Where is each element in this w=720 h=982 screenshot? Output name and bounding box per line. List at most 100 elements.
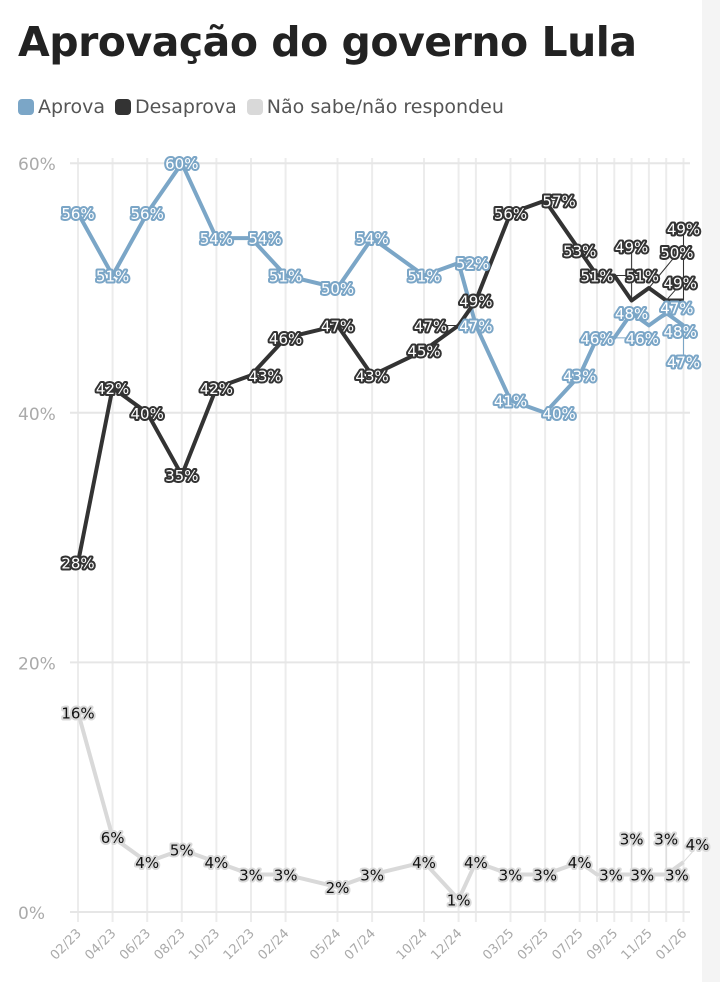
- data-label: 47%: [459, 317, 492, 335]
- data-label: 57%: [542, 193, 575, 211]
- data-label: 4%: [464, 854, 488, 872]
- page-edge: [702, 0, 720, 982]
- data-label: 3%: [499, 867, 523, 885]
- data-label: 49%: [664, 274, 697, 292]
- legend-label: Aprova: [38, 96, 105, 118]
- data-label: 51%: [96, 268, 129, 286]
- data-label: 4%: [205, 854, 229, 872]
- data-label: 40%: [131, 405, 164, 423]
- data-label: 3%: [665, 867, 689, 885]
- data-label: 49%: [615, 238, 648, 256]
- y-tick-label: 0%: [18, 904, 45, 924]
- data-label: 51%: [407, 268, 440, 286]
- y-tick-label: 20%: [18, 654, 56, 674]
- data-label: 46%: [269, 330, 302, 348]
- legend-item-desaprova[interactable]: Desaprova: [114, 96, 237, 118]
- data-label: 5%: [170, 842, 194, 860]
- data-label: 40%: [542, 405, 575, 423]
- data-label: 54%: [200, 230, 233, 248]
- data-label: 51%: [269, 268, 302, 286]
- data-label: 51%: [626, 268, 659, 286]
- data-label: 50%: [660, 244, 693, 262]
- data-label: 3%: [533, 867, 557, 885]
- data-label: 6%: [101, 829, 125, 847]
- data-label: 46%: [580, 330, 613, 348]
- data-label: 47%: [414, 317, 447, 335]
- data-label: 3%: [620, 831, 644, 849]
- data-label: 47%: [660, 299, 693, 317]
- data-label: 43%: [248, 367, 281, 385]
- data-label: 4%: [568, 854, 592, 872]
- legend-swatch: [114, 99, 131, 115]
- data-label: 35%: [165, 467, 198, 485]
- data-label: 47%: [321, 317, 354, 335]
- x-tick-label: 05/24: [307, 926, 344, 963]
- x-tick-label: 11/25: [619, 926, 656, 963]
- legend-swatch: [246, 99, 263, 115]
- data-label: 49%: [667, 220, 700, 238]
- data-label: 51%: [580, 268, 613, 286]
- x-tick-label: 08/23: [152, 926, 189, 963]
- data-label: 3%: [654, 831, 678, 849]
- x-tick-label: 10/24: [394, 926, 431, 963]
- label-leader-line: [665, 284, 681, 301]
- chart-title: Aprovação do governo Lula: [18, 18, 637, 66]
- data-label: 46%: [626, 330, 659, 348]
- data-label: 4%: [135, 854, 159, 872]
- label-leader-line: [665, 312, 681, 326]
- x-tick-label: 02/23: [48, 926, 85, 963]
- data-label: 42%: [96, 380, 129, 398]
- x-tick-label: 12/24: [428, 926, 465, 963]
- data-label: 53%: [563, 243, 596, 261]
- data-label: 4%: [686, 836, 710, 854]
- x-tick-label: 09/25: [584, 926, 621, 963]
- data-label: 2%: [326, 879, 350, 897]
- legend-label: Não sabe/não respondeu: [266, 96, 504, 118]
- data-label: 16%: [61, 704, 94, 722]
- data-label: 4%: [412, 854, 436, 872]
- data-label: 54%: [355, 230, 388, 248]
- legend-item-aprova[interactable]: Aprova: [18, 96, 105, 118]
- data-label: 3%: [599, 867, 623, 885]
- x-tick-label: 04/23: [82, 926, 119, 963]
- x-tick-label: 12/23: [221, 926, 258, 963]
- data-label: 56%: [61, 205, 94, 223]
- legend-swatch: [18, 99, 34, 115]
- data-label: 3%: [630, 867, 654, 885]
- data-label: 48%: [664, 323, 697, 341]
- legend: Aprova Desaprova Não sabe/não respondeu: [18, 96, 504, 118]
- legend-item-nao-sabe[interactable]: Não sabe/não respondeu: [246, 96, 504, 118]
- x-tick-label: 01/26: [653, 926, 690, 963]
- data-label: 56%: [131, 205, 164, 223]
- data-label: 43%: [355, 367, 388, 385]
- data-label: 1%: [447, 892, 471, 910]
- data-label: 42%: [200, 380, 233, 398]
- data-label: 3%: [274, 867, 298, 885]
- data-label: 3%: [239, 867, 263, 885]
- x-tick-label: 02/24: [255, 926, 292, 963]
- data-label: 41%: [494, 392, 527, 410]
- data-label: 45%: [407, 342, 440, 360]
- data-label: 47%: [667, 353, 700, 371]
- x-tick-label: 06/23: [117, 926, 154, 963]
- data-label: 3%: [360, 867, 384, 885]
- y-tick-label: 40%: [18, 405, 56, 425]
- label-leader-line: [648, 309, 678, 326]
- data-label: 49%: [459, 292, 492, 310]
- x-tick-label: 05/25: [515, 926, 552, 963]
- data-label: 50%: [321, 280, 354, 298]
- data-label: 43%: [563, 367, 596, 385]
- data-label: 56%: [494, 205, 527, 223]
- x-tick-label: 10/23: [186, 926, 223, 963]
- x-tick-label: 03/25: [480, 926, 517, 963]
- label-leader-line: [648, 253, 678, 289]
- label-leaders: [251, 200, 698, 876]
- data-label: 54%: [248, 230, 281, 248]
- x-tick-label: 07/25: [549, 926, 586, 963]
- data-label: 60%: [165, 155, 198, 173]
- x-tick-label: 07/24: [342, 926, 379, 963]
- data-label: 52%: [456, 255, 489, 273]
- data-label: 28%: [61, 555, 94, 573]
- y-tick-label: 60%: [18, 155, 56, 175]
